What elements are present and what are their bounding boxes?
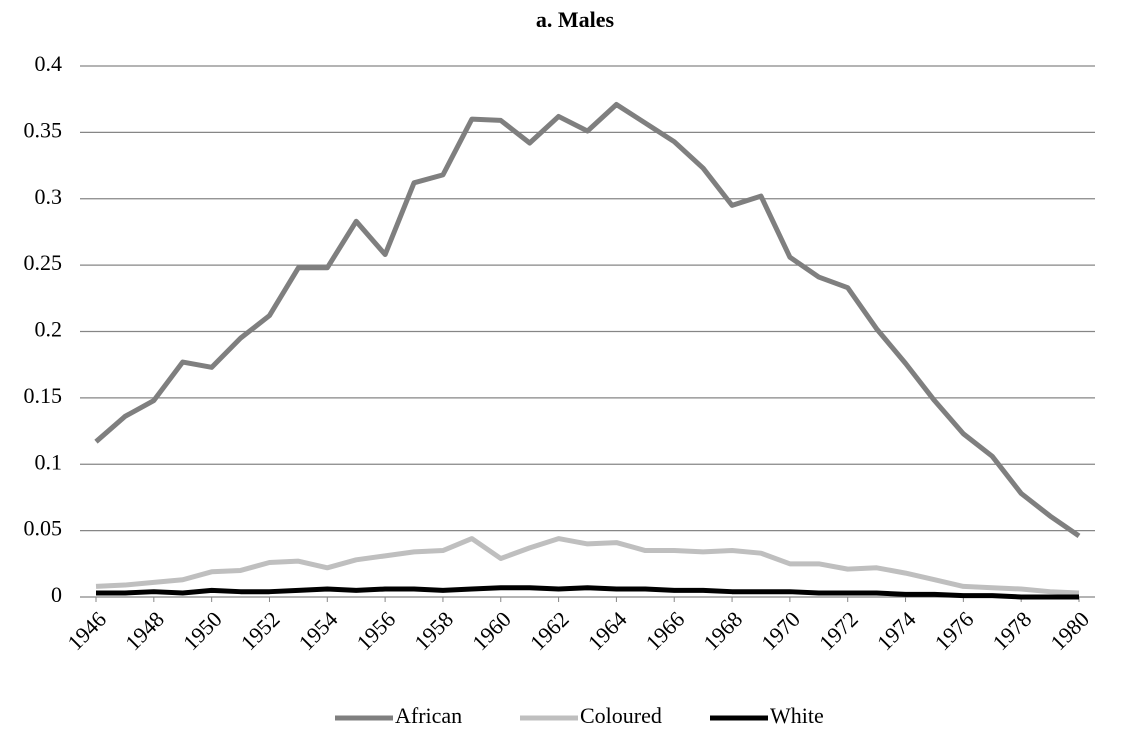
- x-tick-label: 1954: [294, 606, 343, 655]
- x-tick-label: 1952: [236, 606, 285, 655]
- y-tick-label: 0: [51, 582, 62, 607]
- x-tick-label: 1948: [120, 606, 169, 655]
- y-tick-label: 0.15: [24, 383, 63, 408]
- y-tick-label: 0.35: [24, 117, 63, 142]
- x-tick-label: 1974: [872, 606, 921, 655]
- x-tick-label: 1970: [756, 606, 805, 655]
- x-tick-label: 1978: [987, 606, 1036, 655]
- x-tick-label: 1946: [62, 606, 111, 655]
- legend-label: White: [770, 703, 824, 728]
- x-tick-label: 1972: [814, 606, 863, 655]
- series-line: [96, 585, 1079, 600]
- x-tick-label: 1966: [641, 606, 690, 655]
- y-tick-label: 0.1: [35, 449, 63, 474]
- x-tick-label: 1976: [930, 606, 979, 655]
- x-tick-label: 1956: [351, 606, 400, 655]
- y-tick-label: 0.4: [35, 51, 63, 76]
- x-tick-label: 1950: [178, 606, 227, 655]
- legend-label: Coloured: [580, 703, 662, 728]
- x-tick-label: 1960: [467, 606, 516, 655]
- x-tick-label: 1964: [583, 606, 632, 655]
- series-line: [95, 536, 1080, 596]
- x-tick-label: 1958: [409, 606, 458, 655]
- y-tick-label: 0.25: [24, 250, 63, 275]
- legend-label: African: [395, 703, 462, 728]
- series-line: [94, 101, 1081, 538]
- x-tick-label: 1968: [698, 606, 747, 655]
- x-tick-label: 1980: [1045, 606, 1094, 655]
- x-tick-label: 1962: [525, 606, 574, 655]
- y-tick-label: 0.05: [24, 516, 63, 541]
- chart-title: a. Males: [536, 7, 615, 32]
- y-tick-label: 0.2: [35, 317, 63, 342]
- y-tick-label: 0.3: [35, 184, 63, 209]
